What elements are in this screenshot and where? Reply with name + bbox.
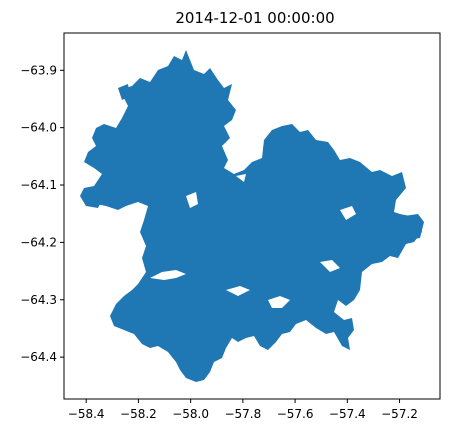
x-tick-label: −58.2 (120, 407, 157, 421)
x-tick-label: −57.4 (329, 407, 366, 421)
land-polygon (80, 50, 424, 382)
y-axis: −63.9 −64.0 −64.1 −64.2 −64.3 −64.4 (20, 63, 64, 364)
y-tick-label: −64.1 (20, 178, 57, 192)
y-tick-label: −63.9 (20, 63, 57, 77)
x-tick-label: −57.6 (277, 407, 314, 421)
axes-frame (63, 32, 441, 400)
y-tick-label: −64.4 (20, 350, 57, 364)
y-tick-label: −64.3 (20, 293, 57, 307)
y-tick-label: −64.2 (20, 235, 57, 249)
y-tick-label: −64.0 (20, 121, 57, 135)
x-tick-label: −58.4 (68, 407, 105, 421)
x-axis: −58.4 −58.2 −58.0 −57.8 −57.6 −57.4 −57.2 (68, 399, 418, 421)
x-tick-label: −57.8 (224, 407, 261, 421)
x-tick-label: −57.2 (381, 407, 418, 421)
map-title: 2014-12-01 00:00:00 (175, 9, 334, 27)
x-tick-label: −58.0 (172, 407, 209, 421)
